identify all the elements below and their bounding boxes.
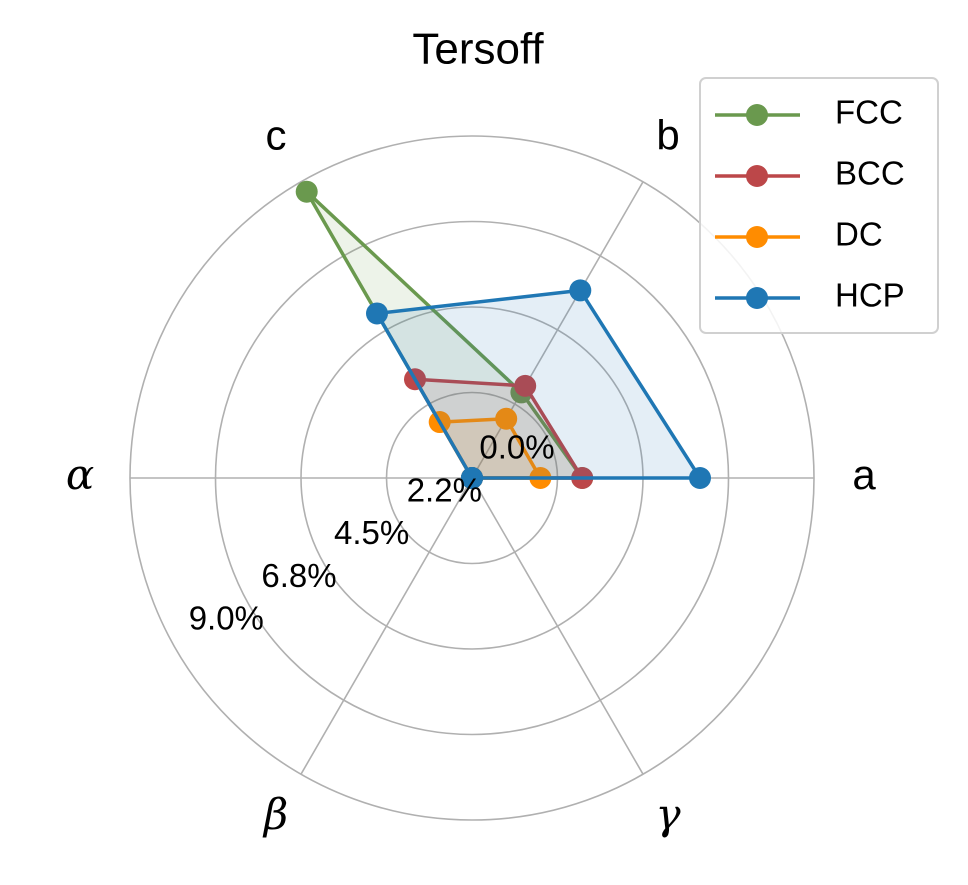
- r-tick-label: 0.0%: [479, 429, 554, 466]
- spoke: [471, 181, 644, 479]
- legend-box: [699, 77, 939, 334]
- axis-label: γ: [655, 789, 681, 838]
- spoke: [471, 477, 644, 775]
- data-point: [461, 467, 483, 489]
- legend-label: HCP: [835, 277, 905, 314]
- axis-label: a: [852, 451, 876, 498]
- axis-label: β: [262, 789, 288, 838]
- legend-marker: [746, 104, 768, 126]
- series-fill: [415, 379, 583, 478]
- axis-label: α: [66, 450, 94, 499]
- data-point: [569, 279, 592, 302]
- legend-label: DC: [835, 216, 883, 253]
- r-tick-label: 6.8%: [261, 557, 336, 594]
- chart-title: Tersoff: [412, 25, 544, 74]
- r-tick-label: 9.0%: [189, 600, 264, 637]
- legend-marker: [746, 165, 768, 187]
- r-tick-label: 2.2%: [407, 471, 482, 508]
- r-tick-label: 4.5%: [334, 514, 409, 551]
- series-fill: [377, 290, 700, 478]
- legend-marker: [746, 287, 768, 309]
- axis-label: c: [266, 112, 287, 159]
- legend-label: FCC: [835, 94, 903, 131]
- legend-label: BCC: [835, 155, 905, 192]
- data-point: [295, 180, 318, 203]
- data-point: [495, 407, 518, 430]
- legend: FCC BCC DC HCP: [699, 77, 939, 334]
- axis-label: b: [656, 112, 679, 159]
- data-point: [514, 374, 537, 397]
- spoke: [300, 477, 473, 775]
- data-point: [689, 467, 711, 489]
- data-point: [366, 302, 388, 325]
- legend-marker: [746, 226, 768, 248]
- series-fill: [306, 191, 583, 478]
